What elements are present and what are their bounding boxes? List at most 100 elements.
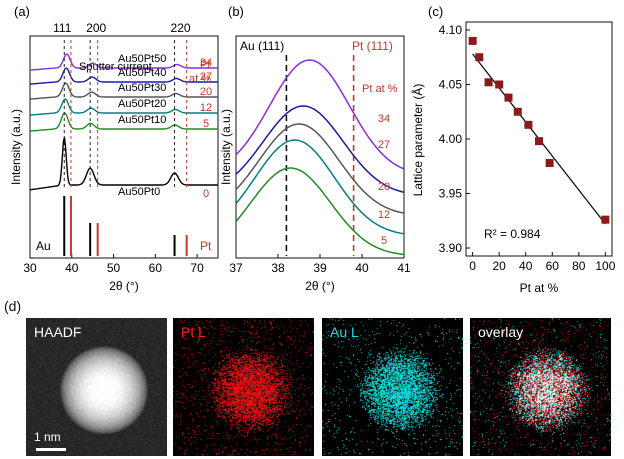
haadf-label: HAADF <box>34 324 82 340</box>
panel-c-label: (c) <box>428 4 443 19</box>
panel-c-xtick-label: 20 <box>493 259 507 273</box>
lattice-point <box>545 158 554 167</box>
panel-b-label: (b) <box>228 4 244 19</box>
series-label: Au50Pt10 <box>118 114 166 126</box>
series-label: Au50Pt40 <box>118 67 166 79</box>
au-map-canvas <box>322 318 463 456</box>
series-pt-value: 12 <box>200 102 212 114</box>
panel-c-xtick-label: 80 <box>572 259 586 273</box>
panel-b-curve <box>235 123 405 214</box>
panel-c-xtick-label: 40 <box>519 259 533 273</box>
panel-a-pt-header-2: at % <box>189 73 211 85</box>
panel-b-curve <box>235 139 405 235</box>
panel-a-xlabel: 2θ (°) <box>109 279 138 293</box>
panel-c-ytick-label: 4.00 <box>439 132 463 146</box>
overlay-label: overlay <box>478 324 524 340</box>
panel-a-peak-labels: 111 200 220 <box>53 21 191 35</box>
panel-b-series-label: 20 <box>378 181 390 193</box>
panel-c-xlabel: Pt at % <box>520 281 559 295</box>
panel-b-tick-label: 38 <box>271 261 285 275</box>
panel-a-tick-label: 50 <box>107 261 121 275</box>
panel-a-series: Au50Pt50 34 Au50Pt40 27 Au50Pt30 20 Au50Pt20 12… <box>29 53 218 200</box>
overlay-canvas <box>470 318 611 456</box>
pt-map-canvas <box>173 318 314 456</box>
panel-b-xlabel: 2θ (°) <box>305 279 334 293</box>
haadf-image: HAADF 1 nm <box>26 318 167 456</box>
panel-b-tick-label: 40 <box>355 261 369 275</box>
xrd-curve <box>29 67 218 85</box>
lattice-point <box>475 53 484 62</box>
panel-a-tick-label: 60 <box>149 261 163 275</box>
panel-a-pt-header-1: Pt <box>200 59 210 71</box>
pt-reference-label: Pt <box>200 239 212 253</box>
panel-c-ytick-label: 4.10 <box>439 23 463 37</box>
panel-b-x-ticks: 37 38 39 40 41 <box>229 254 411 275</box>
panel-a-reference-lines: Au Pt <box>36 40 212 256</box>
panel-a-x-ticks: 30 40 50 60 70 <box>23 254 204 275</box>
lattice-point <box>484 78 493 87</box>
panel-a-tick-label: 70 <box>190 261 204 275</box>
au-map-image: Au L <box>322 318 463 456</box>
xrd-curve <box>29 137 218 191</box>
panel-b-series-label: 12 <box>378 209 390 221</box>
au-reference-label: Au <box>36 239 51 253</box>
xrd-curve <box>29 53 218 71</box>
panel-b-tick-label: 39 <box>313 261 327 275</box>
series-pt-value: 0 <box>203 188 209 200</box>
series-label: Au50Pt50 <box>118 53 166 65</box>
overlay-image: overlay <box>470 318 611 456</box>
scale-bar <box>36 448 66 451</box>
lattice-point <box>513 107 522 116</box>
panel-b-ylabel: Intensity (a.u.) <box>219 109 233 185</box>
series-pt-value: 34 <box>200 57 212 69</box>
lattice-point <box>601 215 610 224</box>
xrd-curve <box>29 112 218 132</box>
panel-c-xtick-label: 0 <box>469 259 476 273</box>
panel-c-ylabel: Lattice parameter (Å) <box>410 84 425 197</box>
peak-label: 111 <box>53 21 72 35</box>
panel-b-curve <box>235 59 405 170</box>
peak-label: 220 <box>171 21 191 35</box>
panel-b-pt-header: Pt at % <box>362 83 398 95</box>
series-label: Au50Pt20 <box>118 98 166 110</box>
panel-b-tick-label: 37 <box>229 261 243 275</box>
series-label: Au50Pt30 <box>118 82 166 94</box>
panel-c-plot <box>468 36 610 225</box>
panel-a-ylabel: Intensity (a.u.) <box>9 109 23 185</box>
lattice-point <box>495 80 504 89</box>
series-pt-value: 5 <box>203 118 209 130</box>
au-111-label: Au (111) <box>240 39 284 53</box>
peak-label: 200 <box>86 21 106 35</box>
series-pt-value: 27 <box>200 71 212 83</box>
panel-c-ytick-label: 3.95 <box>439 187 463 201</box>
panel-c-ticks: 0 20 40 60 80 100 3.90 3.95 4.00 4.05 4.10 <box>439 23 616 273</box>
panel-a-label: (a) <box>14 4 30 19</box>
series-pt-value: 20 <box>200 86 212 98</box>
panel-c-ytick-label: 4.05 <box>439 78 463 92</box>
pt-111-label: Pt (111) <box>352 39 393 53</box>
panel-b-series-label: 27 <box>378 139 390 151</box>
lattice-point <box>535 137 543 146</box>
pt-map-image: Pt L <box>173 318 314 456</box>
panel-b-curve <box>235 167 405 256</box>
sputter-current-label: Sputter current <box>79 61 152 73</box>
lattice-point <box>504 93 513 102</box>
scale-bar-text: 1 nm <box>34 430 61 444</box>
panel-d-label: (d) <box>4 298 22 314</box>
panel-c-ytick-label: 3.90 <box>439 241 463 255</box>
lattice-point <box>468 36 477 45</box>
haadf-canvas <box>26 318 167 456</box>
panel-b: (b) 37 38 39 40 41 2θ (°) Intensity (a.u.) A… <box>219 4 411 293</box>
panel-a-tick-label: 40 <box>65 261 79 275</box>
panel-b-series: 34 27 20 12 5 <box>235 55 405 256</box>
pt-map-label: Pt L <box>181 324 206 340</box>
panel-c: (c) 0 20 40 60 80 100 3.90 3.95 4.00 4.05 4.10 Pt … <box>410 4 616 295</box>
panel-b-tick-label: 41 <box>397 261 411 275</box>
panel-c-xtick-label: 100 <box>595 259 615 273</box>
au-map-label: Au L <box>330 324 359 340</box>
panel-a-frame <box>29 35 219 259</box>
series-label: Au50Pt0 <box>118 186 160 198</box>
panel-b-series-label: 5 <box>381 235 387 247</box>
r-squared-annotation: R² = 0.984 <box>484 227 541 241</box>
